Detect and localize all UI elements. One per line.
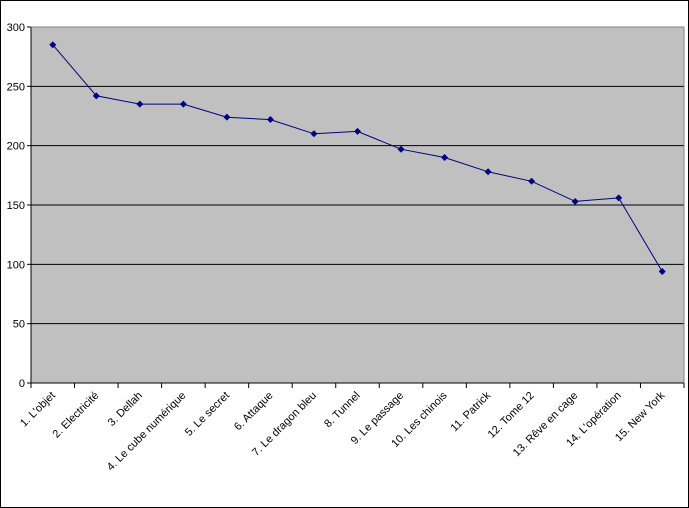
y-tick-label: 100 [7,259,25,271]
y-tick-label: 150 [7,200,25,212]
data-point [92,92,100,100]
x-tick-label: 1. L'objet [18,390,58,430]
data-point [615,194,623,202]
data-point [484,168,492,176]
y-tick-label: 50 [13,319,25,331]
data-point [310,130,318,138]
x-tick-label: 3. Dellah [106,390,145,429]
data-point [136,100,144,108]
x-tick-label: 2. Electricité [51,390,102,441]
data-point [441,154,449,162]
series-markers [49,41,666,275]
y-tick-label: 300 [7,22,25,34]
x-tick-label: 5. Le secret [183,390,232,439]
x-tick-label: 8. Tunnel [322,390,362,430]
y-tick-label: 0 [19,378,25,390]
y-axis-ticks: 0 50 100 150 200 250 300 [7,22,31,390]
data-point [571,197,579,205]
data-point [528,177,536,185]
data-point [179,100,187,108]
x-tick-label: 11. Patrick [449,389,494,434]
data-point [354,127,361,135]
data-point [658,267,666,275]
data-point [49,41,57,49]
y-tick-label: 250 [7,81,25,93]
data-point [223,113,231,121]
y-tick-label: 200 [7,141,25,153]
x-tick-label: 4. Le cube numérique [105,390,189,474]
x-tick-label: 6. Attaque [232,390,276,434]
data-point [266,116,274,124]
data-point [397,145,405,153]
